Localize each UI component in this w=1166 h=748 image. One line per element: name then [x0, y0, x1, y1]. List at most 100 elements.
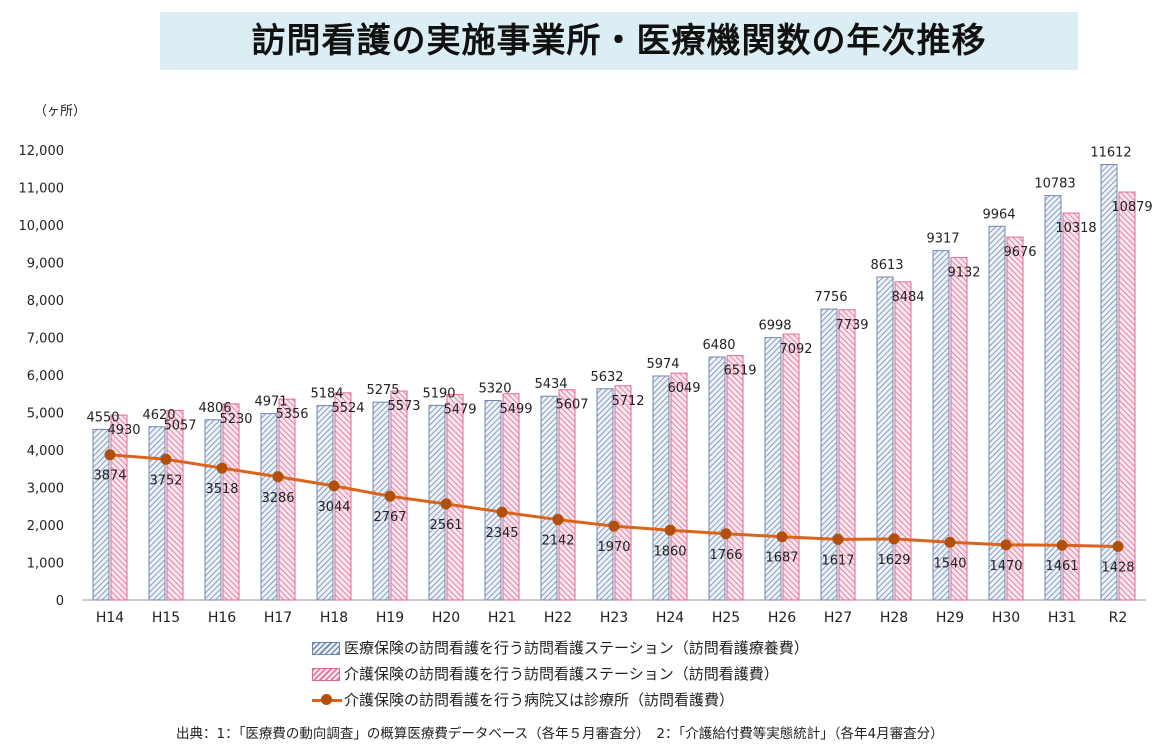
bar-series1 — [372, 401, 390, 601]
bar-series2 — [894, 281, 912, 601]
data-label-series1: 5434 — [534, 377, 567, 392]
data-label-series1: 6998 — [758, 319, 791, 334]
bar-series2 — [614, 385, 632, 601]
bar-series2 — [1062, 212, 1080, 601]
y-tick-label: 10,000 — [19, 219, 65, 234]
line-marker-series3 — [720, 528, 732, 540]
data-label-series1: 4806 — [198, 401, 231, 416]
bar-series2 — [334, 392, 352, 601]
bar-series1 — [484, 400, 502, 601]
data-label-series1: 9317 — [926, 232, 959, 247]
bar-series1 — [876, 276, 894, 601]
x-tick-label: H28 — [880, 610, 908, 626]
line-marker-series3 — [1112, 540, 1124, 552]
x-tick-label: H24 — [656, 610, 684, 626]
line-marker-series3 — [440, 498, 452, 510]
data-label-series2: 5230 — [219, 412, 252, 427]
line-marker-series3 — [664, 524, 676, 536]
data-label-series1: 11612 — [1090, 146, 1131, 161]
data-label-series2: 8484 — [891, 290, 924, 305]
data-label-series1: 5275 — [366, 383, 399, 398]
legend-item-series2: 介護保険の訪問看護を行う訪問看護ステーション（訪問看護費） — [312, 661, 809, 687]
legend-swatch-blue — [312, 641, 340, 655]
data-label-series1: 4550 — [86, 410, 119, 425]
y-axis-unit: （ヶ所） — [34, 104, 87, 119]
x-tick-label: H25 — [712, 610, 740, 626]
y-tick-label: 11,000 — [19, 182, 65, 197]
line-marker-series3 — [160, 453, 172, 465]
data-label-series2: 4930 — [107, 423, 140, 438]
data-label-series1: 7756 — [814, 290, 847, 305]
x-tick-label: H18 — [320, 610, 348, 626]
bar-series1 — [92, 428, 110, 601]
x-tick-label: H17 — [264, 610, 292, 626]
bar-series2 — [670, 372, 688, 601]
x-tick-label: H23 — [600, 610, 628, 626]
line-marker-series3 — [1000, 539, 1012, 551]
y-tick-label: 8,000 — [27, 294, 64, 309]
bar-series1 — [148, 426, 166, 601]
data-label-series1: 8613 — [870, 258, 903, 273]
data-label-series3: 1860 — [653, 544, 686, 559]
data-label-series1: 5974 — [646, 357, 679, 372]
data-label-series3: 3874 — [93, 469, 126, 484]
data-label-series1: 4620 — [142, 408, 175, 423]
data-label-series3: 2345 — [485, 526, 518, 541]
data-label-series3: 1629 — [877, 553, 910, 568]
x-tick-label: H27 — [824, 610, 852, 626]
data-label-series3: 1766 — [709, 548, 742, 563]
data-label-series1: 5320 — [478, 382, 511, 397]
data-label-series2: 5499 — [499, 402, 532, 417]
bar-series1 — [316, 405, 334, 601]
data-label-series2: 10318 — [1055, 221, 1096, 236]
line-marker-series3 — [328, 480, 340, 492]
data-label-series1: 9964 — [982, 207, 1015, 222]
bar-series2 — [110, 414, 128, 601]
data-label-series3: 1470 — [989, 559, 1022, 574]
data-label-series1: 5190 — [422, 386, 455, 401]
data-label-series3: 3518 — [205, 482, 238, 497]
bar-series1 — [820, 308, 838, 601]
line-marker-series3 — [496, 506, 508, 518]
bar-series2 — [838, 309, 856, 601]
line-marker-series3 — [216, 462, 228, 474]
data-label-series2: 5479 — [443, 403, 476, 418]
y-tick-label: 7,000 — [27, 332, 64, 347]
legend-item-series1: 医療保険の訪問看護を行う訪問看護ステーション（訪問看護療養費） — [312, 635, 809, 661]
bar-series2 — [950, 257, 968, 601]
bar-series2 — [502, 393, 520, 601]
bar-series1 — [596, 388, 614, 601]
legend-label-series3: 介護保険の訪問看護を行う病院又は診療所（訪問看護費） — [344, 691, 735, 709]
bar-series2 — [558, 389, 576, 601]
x-tick-label: H30 — [992, 610, 1020, 626]
data-label-series3: 2561 — [429, 518, 462, 533]
x-tick-label: R2 — [1109, 610, 1128, 626]
data-label-series2: 5712 — [611, 394, 644, 409]
data-label-series3: 1687 — [765, 551, 798, 566]
data-label-series1: 4971 — [254, 395, 287, 410]
line-marker-series3 — [552, 514, 564, 526]
x-tick-label: H22 — [544, 610, 572, 626]
bar-series2 — [446, 394, 464, 601]
y-tick-label: 12,000 — [19, 144, 65, 159]
bar-series2 — [1006, 236, 1024, 601]
x-tick-label: H20 — [432, 610, 460, 626]
data-label-series3: 1428 — [1101, 560, 1134, 575]
bar-series1 — [652, 375, 670, 601]
line-marker-series3 — [1056, 539, 1068, 551]
legend-item-series3: 介護保険の訪問看護を行う病院又は診療所（訪問看護費） — [312, 687, 809, 713]
line-marker-series3 — [776, 531, 788, 543]
data-label-series3: 1461 — [1045, 559, 1078, 574]
data-label-series2: 7739 — [835, 318, 868, 333]
legend-swatch-line — [312, 694, 342, 706]
y-tick-label: 4,000 — [27, 444, 64, 459]
data-label-series2: 5607 — [555, 398, 588, 413]
data-label-series3: 3044 — [317, 500, 350, 515]
y-tick-label: 9,000 — [27, 257, 64, 272]
x-tick-label: H16 — [208, 610, 236, 626]
data-label-series3: 2142 — [541, 534, 574, 549]
legend-swatch-pink — [312, 667, 340, 681]
data-label-series3: 1970 — [597, 540, 630, 555]
line-marker-series3 — [384, 490, 396, 502]
